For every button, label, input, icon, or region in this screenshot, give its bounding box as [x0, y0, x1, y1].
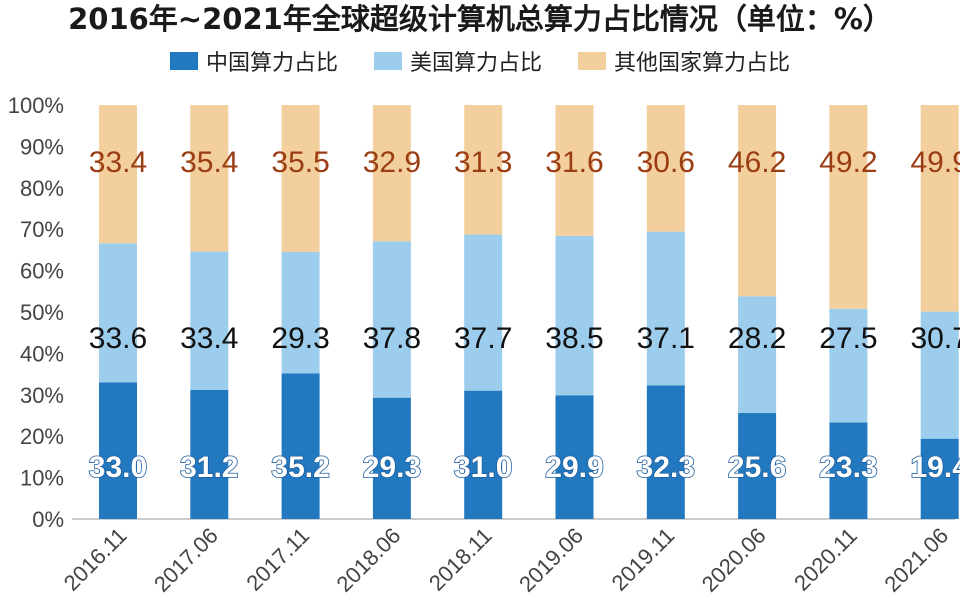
bar-segment-usa [738, 296, 777, 414]
y-tick-label: 50% [20, 300, 64, 325]
legend-swatch-usa [373, 52, 402, 70]
data-label-usa: 30.7 [911, 322, 960, 355]
x-tick-label: 2020.11 [789, 523, 862, 596]
data-label-usa: 33.4 [180, 322, 238, 355]
x-tick-label: 2017.06 [149, 523, 223, 597]
data-label-other: 32.9 [363, 146, 421, 179]
bar-segment-china [464, 390, 503, 519]
y-tick-label: 30% [20, 383, 64, 408]
bar-segment-china [646, 385, 685, 519]
bar-segment-other [464, 105, 503, 235]
data-label-usa: 37.7 [454, 322, 512, 355]
bar-segment-usa [464, 234, 503, 391]
chart-title: 2016年~2021年全球超级计算机总算力占比情况（单位：%） [68, 2, 892, 36]
data-label-other: 33.4 [89, 146, 147, 179]
x-tick-label: 2018.11 [424, 523, 497, 596]
data-label-usa: 37.1 [637, 322, 695, 355]
data-label-china: 25.6 [728, 451, 786, 484]
chart-legend: 中国算力占比 美国算力占比 其他国家算力占比 [0, 46, 960, 76]
y-tick-label: 60% [20, 259, 64, 284]
data-label-usa: 37.8 [363, 322, 421, 355]
x-tick-label: 2020.06 [697, 523, 771, 597]
bar-segment-china [738, 413, 777, 519]
data-label-other: 35.5 [271, 146, 329, 179]
y-tick-label: 100% [8, 93, 64, 118]
bar-segment-other [829, 105, 868, 309]
data-label-china: 23.3 [819, 451, 877, 484]
legend-label-china: 中国算力占比 [205, 51, 338, 76]
bar-segment-other [372, 105, 411, 242]
legend-item-china: 中国算力占比 [169, 45, 338, 77]
data-label-china: 31.0 [454, 451, 512, 484]
bar-segment-other [920, 105, 959, 312]
y-tick-label: 90% [20, 134, 64, 159]
data-label-other: 46.2 [728, 146, 786, 179]
y-tick-label: 0% [32, 507, 64, 532]
data-label-china: 29.3 [363, 451, 421, 484]
bar-segment-china [920, 438, 959, 519]
x-tick-label: 2017.11 [241, 523, 314, 596]
data-label-other: 35.4 [180, 146, 238, 179]
data-label-china: 29.9 [545, 451, 603, 484]
legend-item-other: 其他国家算力占比 [578, 45, 790, 77]
x-tick-label: 2016.11 [59, 523, 132, 596]
data-label-other: 49.2 [819, 146, 877, 179]
bar-segment-usa [555, 235, 594, 396]
data-label-other: 49.9 [911, 146, 960, 179]
bar-segment-usa [646, 231, 685, 386]
bar-segment-other [738, 105, 777, 297]
bar-segment-other [190, 105, 229, 252]
data-label-other: 31.6 [545, 146, 603, 179]
bar-segment-china [829, 422, 868, 519]
bar-segment-china [281, 373, 320, 519]
y-tick-label: 10% [20, 466, 64, 491]
legend-swatch-other [578, 52, 606, 70]
bar-segment-usa [920, 311, 959, 439]
data-label-china: 31.2 [180, 451, 238, 484]
data-label-other: 30.6 [637, 146, 695, 179]
data-label-china: 32.3 [637, 451, 695, 484]
bar-segment-other [281, 105, 320, 252]
bar-segment-usa [99, 243, 137, 383]
legend-label-other: 其他国家算力占比 [614, 51, 791, 76]
bar-segment-china [372, 397, 411, 519]
data-label-usa: 28.2 [728, 322, 786, 355]
data-label-other: 31.3 [454, 146, 512, 179]
data-label-usa: 33.6 [89, 322, 147, 355]
x-tick-label: 2019.06 [514, 523, 588, 597]
bar-segment-other [99, 105, 137, 244]
y-tick-label: 70% [20, 217, 64, 242]
data-label-usa: 27.5 [819, 322, 877, 355]
x-tick-label: 2018.06 [332, 523, 406, 597]
legend-item-usa: 美国算力占比 [373, 45, 542, 77]
bar-segment-china [190, 389, 229, 519]
bar-segment-usa [829, 308, 868, 423]
data-label-china: 33.0 [89, 451, 147, 484]
x-tick-label: 2019.11 [607, 523, 680, 596]
y-tick-label: 40% [20, 341, 64, 366]
data-label-usa: 38.5 [545, 322, 603, 355]
bar-segment-other [646, 105, 685, 232]
bar-segment-usa [281, 251, 320, 374]
y-tick-label: 80% [20, 176, 64, 201]
bar-segment-other [555, 105, 594, 236]
bar-segment-china [99, 382, 137, 519]
legend-swatch-china [169, 52, 198, 70]
data-label-china: 19.4 [911, 451, 960, 484]
bar-segment-usa [190, 251, 229, 390]
bar-segment-usa [372, 241, 411, 398]
data-label-usa: 29.3 [271, 322, 329, 355]
legend-label-usa: 美国算力占比 [409, 51, 542, 76]
x-tick-label: 2021.06 [879, 523, 953, 597]
bar-segment-china [555, 395, 594, 519]
y-tick-label: 20% [20, 424, 64, 449]
data-label-china: 35.2 [271, 451, 329, 484]
